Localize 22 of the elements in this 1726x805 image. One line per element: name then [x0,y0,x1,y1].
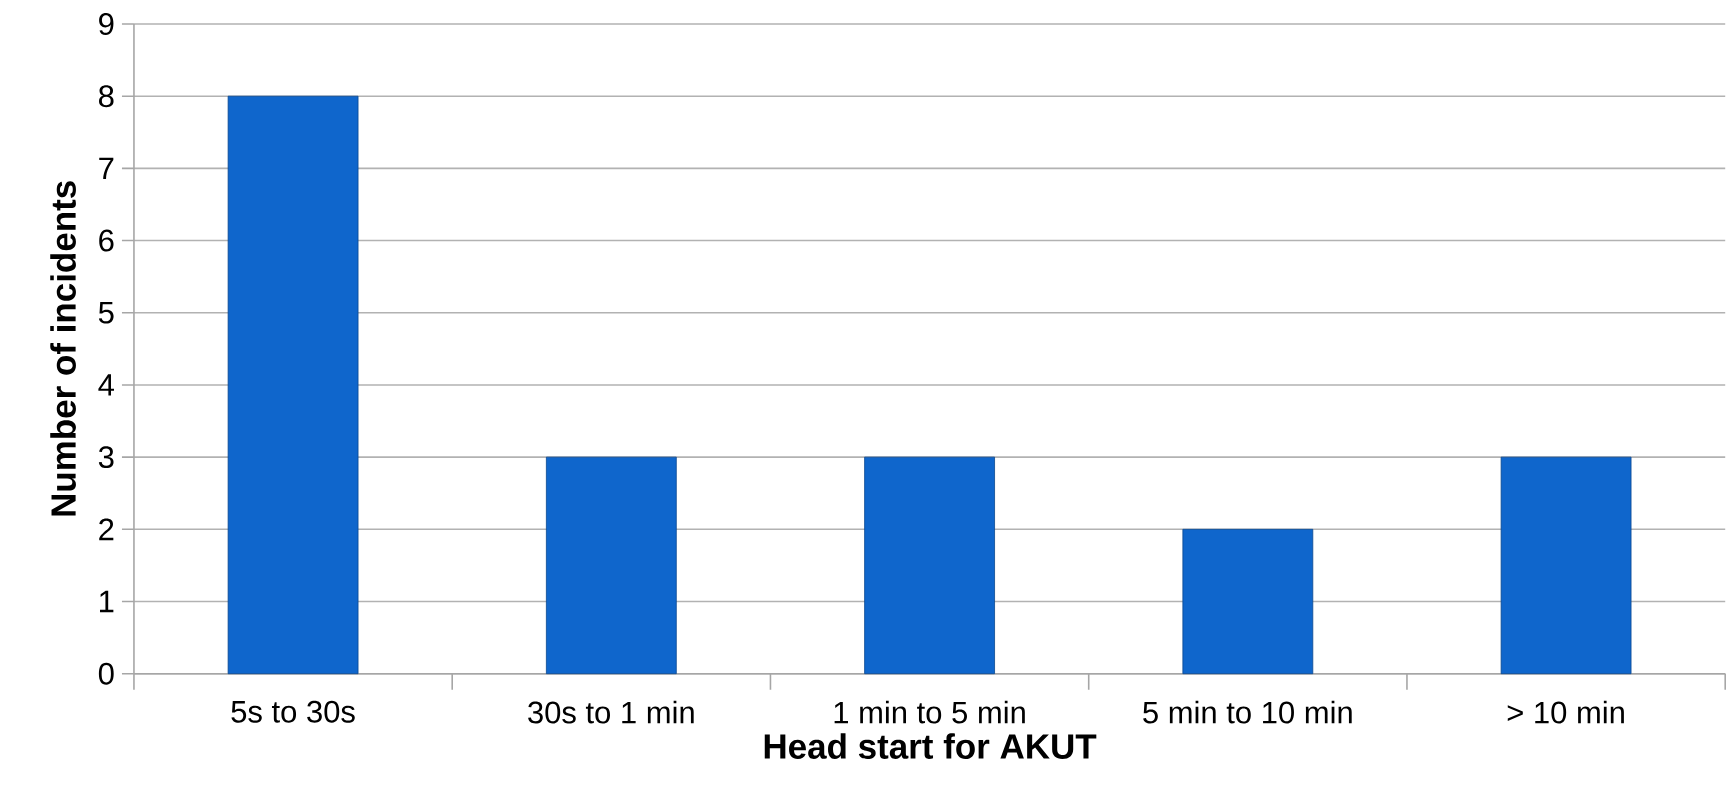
x-tick-label: > 10 min [1507,700,1624,724]
bar [1500,456,1632,675]
x-tick-label: 1 min to 5 min [834,700,1025,724]
x-axis-title: Head start for AKUT [764,733,1097,760]
x-tick-label: 30s to 1 min [528,700,694,724]
y-tick-label: 3 [98,446,114,469]
x-tick-label: 5s to 30s [231,700,355,723]
y-tick-label: 0 [98,662,114,685]
bar [1182,529,1314,675]
y-tick-label: 7 [99,157,114,180]
y-tick-label: 6 [99,229,114,252]
y-tick-label: 9 [99,13,114,36]
y-tick-label: 5 [98,302,114,324]
y-axis-title: Number of incidents [50,181,76,516]
bar [864,456,995,675]
y-tick-label: 4 [98,374,114,396]
y-tick-label: 1 [100,591,114,613]
bar [545,456,677,675]
bar [227,95,359,675]
y-tick-label: 8 [99,85,114,108]
x-tick-label: 5 min to 10 min [1143,700,1352,724]
y-tick-label: 2 [99,518,114,541]
